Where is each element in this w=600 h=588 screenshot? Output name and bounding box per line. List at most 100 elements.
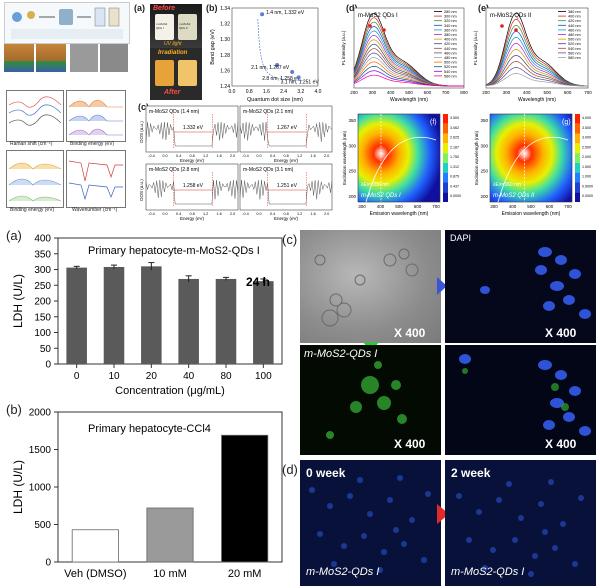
dos-x-tick: 0.4 — [270, 212, 275, 216]
map-panel-letter: (f) — [430, 119, 437, 126]
pl-x-tick: 200 — [350, 90, 358, 95]
pl-legend-label: 540 nm — [444, 70, 457, 74]
y-tick-label: 350 — [34, 249, 51, 260]
dos-x-tick: 1.2 — [203, 154, 208, 158]
qd-label: m-MoS2-QDs I — [451, 566, 525, 578]
dos-x-tick: 1.6 — [216, 212, 221, 216]
map-x-tick: 300 — [358, 204, 366, 209]
dos-curve — [239, 179, 333, 205]
dapi-label: DAPI — [450, 233, 472, 243]
bandgap-point-label: 2.8 nm, 1.258 eV — [262, 76, 301, 82]
ldh-ccl4-chart: 0 500 1000 1500 2000 Veh (DMSO) 10 mM 20 mM LDH … — [11, 408, 283, 580]
pl-legend-label: 440 nm — [568, 24, 581, 28]
bandgap-x-tick: 2.4 — [280, 89, 287, 95]
merged-image: X 400 — [445, 345, 596, 455]
ple-map-ii: λEx=360 nmm-MoS2 QDs II(g)35030025020030… — [474, 113, 593, 217]
dos-x-tick: 0.8 — [283, 154, 288, 158]
dos-x-tick: 2.0 — [230, 154, 235, 158]
tem-image-1 — [70, 44, 98, 72]
colorbar-segment — [575, 192, 580, 202]
pl-x-label: Wavelength (nm) — [518, 97, 556, 103]
scheme-graphic — [11, 7, 123, 39]
bandgap-point — [260, 12, 265, 17]
dos-panel-title: m-MoS2 QDs (3.1 nm) — [243, 167, 294, 173]
raman-curves — [8, 96, 62, 126]
pl-frame — [353, 7, 465, 89]
map-y-tick: 250 — [348, 169, 356, 174]
pl-title: m-MoS2 QDs II — [490, 13, 532, 19]
panel-letter-a-top: (a) — [134, 3, 145, 13]
map-contour — [497, 136, 569, 203]
y-axis-label: LDH (U/L) — [11, 274, 25, 328]
pl-legend-label: 520 nm — [444, 65, 457, 69]
bar — [71, 529, 119, 563]
bar — [66, 267, 87, 364]
pl-legend-label: 380 nm — [444, 33, 457, 37]
dos-gap-value: 1.332 eV — [183, 125, 204, 131]
dos-x-tick: 2.0 — [324, 212, 329, 216]
colorbar-label: 2.625 — [450, 136, 459, 140]
map-x-label: Emission wavelength (nm) — [370, 211, 429, 217]
bandgap-y-label: Band gap (eV) — [210, 29, 216, 65]
dos-x-tick: 1.2 — [203, 212, 208, 216]
panel-letter-c-top: (c) — [138, 102, 149, 112]
dos-x-label: Energy (eV) — [274, 216, 299, 221]
dos-x-tick: 0.0 — [256, 212, 261, 216]
map-y-label: Excitation wavelength (nm) — [342, 130, 347, 185]
x-tick-label: 100 — [255, 371, 272, 382]
pl-x-tick: 500 — [543, 90, 551, 95]
top-figure: Raman shift (cm⁻¹) Binding energy (eV) B… — [0, 0, 600, 226]
colorbar-label: 3.062 — [450, 126, 459, 130]
xps-s-panel — [6, 150, 64, 208]
dos-x-tick: 2.0 — [230, 212, 235, 216]
dos-x-tick: 0.4 — [176, 154, 181, 158]
colorbar-label: 1.000 — [582, 175, 591, 179]
colorbar-label: 0.437 — [450, 184, 459, 188]
x-tick-label: 10 mM — [153, 568, 187, 580]
dos-panel-title: m-MoS2 QDs (2.1 nm) — [243, 109, 294, 115]
colorbar-segment — [575, 162, 580, 173]
map-label: m-MoS2 QDs II — [493, 193, 535, 199]
vial-1-after — [155, 60, 174, 86]
map-x-tick: 400 — [377, 204, 385, 209]
colorbar-label: 3.500 — [450, 116, 459, 120]
x-tick-label: 20 mM — [228, 568, 262, 580]
raman-xlabel: Raman shift (cm⁻¹) — [10, 141, 53, 147]
ftir-panel — [66, 150, 126, 208]
y-tick-label: 0 — [45, 558, 51, 569]
x-tick-label: 0 — [74, 371, 80, 382]
sem-images — [4, 44, 128, 80]
dos-x-tick: 1.2 — [297, 154, 302, 158]
sem-image-1 — [4, 44, 34, 72]
y-axis-label: LDH (U/L) — [11, 460, 25, 514]
week2-label: 2 week — [451, 466, 491, 480]
pl-legend-label: 480 nm — [444, 56, 457, 60]
colorbar-label: 2.500 — [582, 145, 591, 149]
pl-legend-label: 500 nm — [568, 38, 581, 42]
before-label: Before — [153, 5, 176, 12]
pl-legend-label: 420 nm — [444, 42, 457, 46]
map-x-tick: 400 — [509, 204, 517, 209]
dos-y-label: DOS (a.u.) — [140, 121, 144, 143]
raman-panel — [6, 90, 64, 142]
vial-photo: Before m-MoS2 QDs I m-MoS2 QDs II UV lig… — [150, 4, 202, 100]
colorbar-label: 4.000 — [582, 116, 591, 120]
bandgap-point-label: 3.1 nm, 1.251 eV — [281, 79, 320, 85]
dos-x-tick: 1.2 — [297, 212, 302, 216]
colorbar-segment — [443, 123, 448, 134]
dos-gap-value: 1.267 eV — [277, 125, 298, 131]
colorbar-label: 2.187 — [450, 145, 459, 149]
x-tick-label: 40 — [183, 371, 195, 382]
dos-frame — [239, 105, 333, 153]
pl-peak-marker — [382, 28, 386, 32]
colorbar-label: 3.000 — [582, 136, 591, 140]
y-tick-label: 0 — [45, 360, 51, 371]
y-tick-label: 400 — [34, 234, 51, 245]
y-tick-label: 100 — [34, 328, 51, 339]
dos-y-label: DOS (a.u.) — [140, 179, 144, 201]
pl-legend-label: 440 nm — [444, 47, 457, 51]
vial-2-after — [178, 60, 197, 86]
pl-x-tick: 500 — [405, 90, 413, 95]
colorbar-segment — [443, 143, 448, 154]
colorbar-label: 1.750 — [450, 155, 459, 159]
